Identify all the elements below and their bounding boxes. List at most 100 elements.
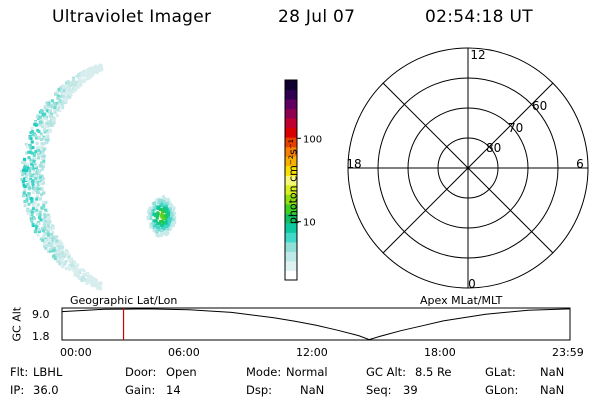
aurora-pixel <box>43 213 47 217</box>
aurora-pixel <box>51 240 55 243</box>
aurora-pixel <box>99 64 103 68</box>
gain-value: 14 <box>166 383 181 397</box>
altitude-plot-frame <box>61 307 571 341</box>
aurora-pixel <box>40 157 44 161</box>
aurora-pixel <box>45 219 49 223</box>
aurora-pixel <box>57 106 61 110</box>
aurora-pixel <box>61 245 65 249</box>
aurora-pixel <box>52 248 56 252</box>
aurora-pixel <box>48 109 52 113</box>
color-bar-cell <box>285 146 297 157</box>
aurora-pixel <box>36 187 40 191</box>
aurora-pixel <box>37 136 41 140</box>
aurora-pixel <box>38 176 42 180</box>
aurora-pixel <box>33 158 37 162</box>
aurora-pixel <box>67 263 71 267</box>
aurora-pixel <box>47 249 51 253</box>
aurora-pixel <box>43 126 47 130</box>
aurora-pixel <box>61 251 64 255</box>
aurora-pixel <box>56 253 60 257</box>
color-bar-cell <box>285 80 297 91</box>
aurora-pixel <box>60 242 64 246</box>
aurora-pixel <box>27 156 31 160</box>
aurora-pixel <box>43 238 47 242</box>
aurora-pixel <box>36 146 40 150</box>
aurora-pixel <box>73 261 77 265</box>
aurora-pixel <box>46 131 50 135</box>
aurora-pixel <box>37 123 40 127</box>
aurora-pixel <box>56 96 60 100</box>
aurora-pixel <box>42 191 46 195</box>
aurora-pixel <box>30 208 34 212</box>
aurora-pixel <box>74 273 78 277</box>
geographic-title: Geographic Lat/Lon <box>70 294 178 307</box>
x-tick-2: 12:00 <box>296 346 328 359</box>
mlt-diagonal <box>488 188 554 254</box>
aurora-pixel <box>94 65 97 69</box>
aurora-pixel <box>156 222 160 225</box>
aurora-pixel <box>90 283 94 287</box>
aurora-pixel <box>38 164 42 168</box>
aurora-pixel <box>72 269 76 273</box>
color-bar-cell <box>285 137 297 148</box>
aurora-pixel <box>46 213 50 217</box>
aurora-pixel <box>29 146 33 150</box>
aurora-pixel <box>63 253 67 257</box>
aurora-pixel <box>84 273 88 277</box>
color-bar-cell <box>285 232 297 243</box>
aurora-pixel <box>40 109 43 113</box>
door-label: Door: <box>125 365 157 379</box>
aurora-pixel <box>39 123 42 127</box>
aurora-pixel <box>77 73 81 77</box>
aurora-pixel <box>33 210 37 214</box>
color-bar-cell <box>285 184 297 195</box>
aurora-pixel <box>65 88 69 92</box>
aurora-pixel <box>44 244 48 248</box>
aurora-pixel <box>32 167 35 171</box>
aurora-pixel <box>31 182 35 186</box>
mlt-diagonal <box>382 82 448 148</box>
aurora-pixel <box>62 89 66 93</box>
aurora-pixel <box>60 103 64 107</box>
aurora-pixel <box>43 226 47 229</box>
aurora-pixel <box>26 184 30 188</box>
aurora-pixel <box>147 213 151 217</box>
aurora-pixel <box>149 222 153 226</box>
aurora-pixel <box>165 201 169 205</box>
aurora-pixel <box>32 204 36 208</box>
aurora-pixel <box>58 100 62 104</box>
aurora-pixel <box>48 115 52 119</box>
aurora-pixel <box>22 157 26 161</box>
aurora-pixel <box>75 267 79 271</box>
aurora-pixel <box>163 206 166 210</box>
aurora-pixel <box>71 77 75 81</box>
aurora-pixel <box>42 136 46 140</box>
aurora-pixel <box>164 221 168 225</box>
aurora-pixel <box>91 277 95 281</box>
aurora-pixel <box>152 226 156 230</box>
aurora-pixel <box>43 221 46 225</box>
aurora-pixel <box>46 129 50 133</box>
aurora-pixel <box>58 240 62 243</box>
aurora-pixel <box>64 260 68 263</box>
aurora-pixel <box>53 106 57 110</box>
aurora-pixel <box>59 87 63 91</box>
aurora-pixel <box>168 223 172 227</box>
aurora-pixel <box>71 90 75 94</box>
aurora-pixel <box>157 234 160 238</box>
aurora-pixel <box>66 91 70 95</box>
aurora-pixel <box>34 123 38 127</box>
aurora-pixel <box>64 267 68 270</box>
filter-label: Flt: <box>10 365 29 379</box>
aurora-pixel <box>60 90 64 94</box>
aurora-pixel <box>61 265 65 269</box>
color-bar-cell <box>285 99 297 110</box>
aurora-pixel <box>160 210 164 214</box>
aurora-pixel <box>40 161 44 165</box>
aurora-pixel <box>52 101 56 105</box>
aurora-pixel <box>164 206 168 210</box>
polar-plot: 12 18 6 0 80 70 60 <box>346 47 589 291</box>
aurora-pixel <box>169 226 173 230</box>
color-bar-cell <box>285 175 297 186</box>
aurora-pixel <box>35 195 39 199</box>
